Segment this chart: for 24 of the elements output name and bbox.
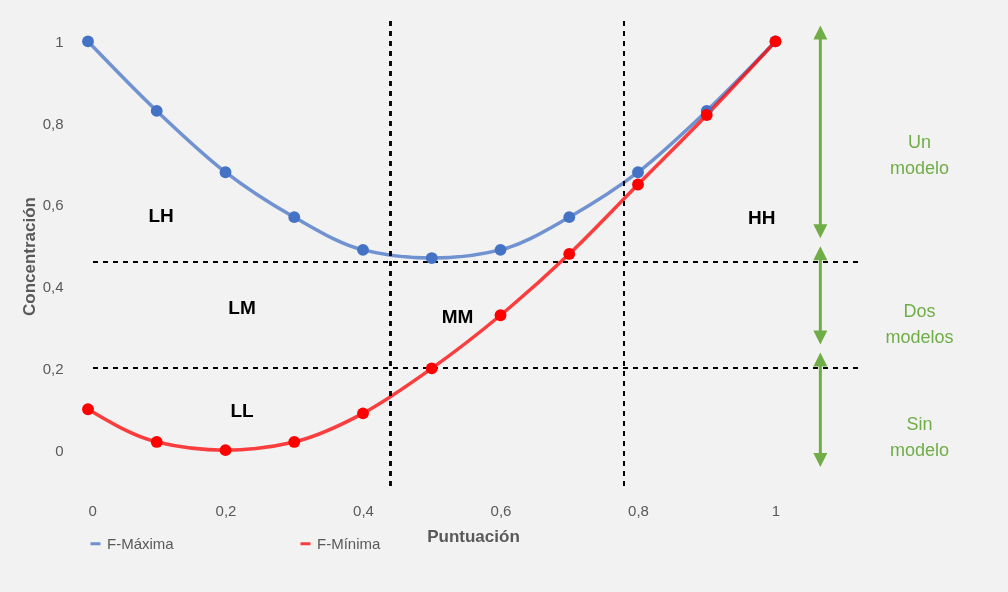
x-tick-label: 0,6 [490, 501, 512, 519]
x-tick-label: 1 [771, 501, 781, 519]
y-tick-label: 0,6 [42, 196, 64, 214]
x-tick-label: 0 [88, 501, 97, 519]
legend-label: F-Mínima [317, 534, 381, 552]
y-tick-label: 0 [55, 441, 64, 459]
annotation: MM [441, 306, 474, 328]
annotation: HH [748, 207, 776, 229]
text: Sin modelo [890, 414, 950, 461]
annotation: LH [148, 205, 174, 227]
y-tick-label: 1 [55, 32, 64, 50]
text: Dos modelos [885, 301, 954, 348]
y-axis-title: Concentración [19, 196, 39, 317]
legend-label: F-Máxima [107, 534, 175, 552]
y-tick-label: 0,4 [42, 278, 64, 296]
x-tick-label: 0,4 [353, 501, 374, 519]
y-tick-label: 0,8 [42, 114, 64, 132]
x-tick-label: 0,2 [215, 501, 237, 519]
text: Un modelo [890, 132, 950, 179]
annotation: LM [228, 296, 256, 318]
y-tick-label: 0,2 [42, 359, 64, 377]
annotation: LL [230, 400, 254, 422]
x-axis-title: Puntuación [427, 526, 520, 546]
x-tick-label: 0,8 [628, 501, 649, 519]
